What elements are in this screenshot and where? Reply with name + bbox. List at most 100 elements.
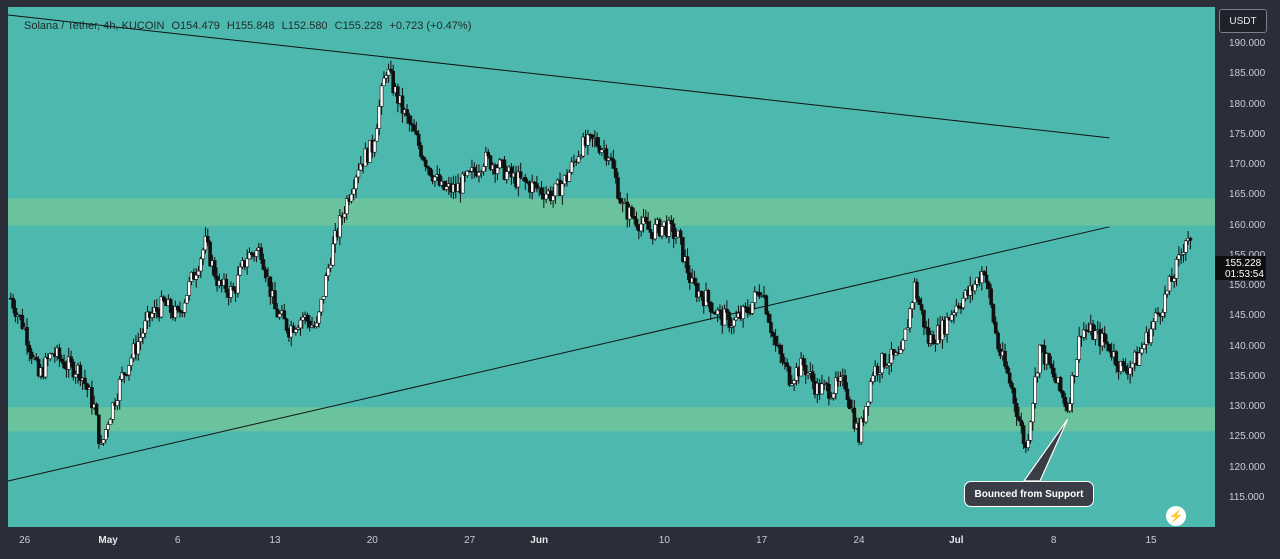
candle-body (634, 218, 639, 227)
candle-body (416, 133, 421, 146)
candle-body (175, 306, 180, 311)
candle-body (915, 281, 919, 300)
last-price-value: 155.228 (1225, 258, 1262, 269)
candle-body (778, 345, 783, 355)
candle-body (342, 213, 347, 218)
time-tick-label: Jul (949, 535, 964, 546)
price-tick-label: 115.000 (1229, 492, 1265, 503)
time-tick-label: 13 (269, 535, 281, 546)
symbol-name[interactable]: Solana / Tether, 4h, KUCOIN (24, 20, 165, 32)
price-tick-label: 125.000 (1229, 431, 1266, 443)
price-tick-label: 180.000 (1229, 98, 1266, 110)
candle-body (579, 155, 583, 158)
candle-body (391, 70, 395, 93)
candle-body (178, 309, 182, 313)
candle-body (108, 418, 113, 425)
candle-body (317, 311, 321, 324)
candle-body (1156, 312, 1160, 315)
candle-body (199, 258, 203, 272)
candle-body (354, 176, 358, 190)
candle-body (27, 344, 32, 353)
candle-body (437, 174, 442, 186)
candle-body (945, 317, 949, 335)
candle-body (442, 181, 446, 190)
candle-body (843, 375, 847, 390)
candle-body (90, 387, 94, 409)
candle-body (1130, 362, 1135, 369)
candle-body (632, 216, 637, 220)
candle-body (905, 327, 910, 330)
price-chart-area[interactable]: Solana / Tether, 4h, KUCOIN O154.479 H15… (8, 7, 1215, 527)
candle-body (372, 140, 377, 153)
candle-body (1014, 403, 1019, 417)
candle-body (616, 177, 620, 199)
candle-body (852, 407, 857, 429)
candle-body (609, 157, 613, 160)
candle-body (639, 223, 643, 232)
candle-body (667, 220, 671, 237)
candle-body (1137, 352, 1142, 366)
price-tick-label: 140.000 (1229, 340, 1266, 352)
candle-body (236, 274, 240, 294)
candle-body (83, 377, 87, 385)
candle-body (771, 332, 776, 337)
candle-body (414, 130, 419, 135)
candle-body (201, 249, 205, 260)
candle-body (1177, 254, 1181, 260)
candle-body (982, 271, 986, 276)
candle-body (43, 357, 48, 378)
candle-body (581, 136, 586, 157)
ohlc-high: H155.848 (226, 20, 275, 32)
candle-body (509, 166, 514, 178)
candle-body (428, 167, 433, 176)
candle-body (1082, 329, 1086, 338)
candle-body (382, 77, 386, 87)
candle-body (122, 372, 127, 375)
candle-body (931, 334, 935, 345)
candle-body (247, 252, 252, 260)
candle-body (611, 158, 616, 169)
candle-body (523, 176, 528, 182)
lightning-bolt-icon[interactable]: ⚡ (1166, 506, 1186, 526)
candle-body (882, 353, 887, 368)
candle-body (1183, 240, 1188, 253)
candle-body (479, 171, 484, 173)
candle-body (106, 424, 110, 430)
candle-body (773, 336, 778, 346)
candle-body (117, 379, 122, 401)
candle-body (732, 319, 736, 327)
candle-body (161, 296, 166, 302)
candle-body (405, 109, 409, 117)
annotation-callout[interactable]: Bounced from Support (964, 481, 1094, 507)
candle-body (987, 282, 991, 290)
candle-body (866, 401, 871, 407)
time-tick-label: 8 (1050, 535, 1057, 546)
candle-body (115, 400, 120, 406)
candle-body (224, 278, 229, 293)
candle-body (185, 295, 189, 304)
candle-body (173, 306, 178, 318)
time-axis[interactable]: 26 May 6 13 20 27 Jun 10 17 24 Jul 8 15 (0, 527, 1215, 559)
candle-body (389, 68, 393, 72)
candle-body (1188, 237, 1193, 241)
candle-body (324, 275, 328, 297)
candle-body (648, 229, 653, 233)
price-tick-label: 145.000 (1229, 310, 1266, 322)
candle-body (212, 260, 217, 277)
candle-body (1165, 290, 1170, 295)
currency-button[interactable]: USDT (1219, 9, 1267, 33)
ohlc-low: L152.580 (281, 20, 328, 32)
candle-body (433, 176, 437, 182)
candle-body (314, 322, 319, 327)
candle-body (150, 313, 154, 318)
candle-body (1151, 321, 1156, 330)
candle-body (618, 198, 623, 204)
candle-body (553, 183, 558, 197)
candle-body (1105, 341, 1109, 345)
candle-body (358, 163, 363, 171)
chart-canvas[interactable] (8, 7, 1215, 527)
candle-body (71, 361, 76, 378)
candle-body (259, 247, 263, 260)
trendline-ascending (8, 226, 1110, 482)
